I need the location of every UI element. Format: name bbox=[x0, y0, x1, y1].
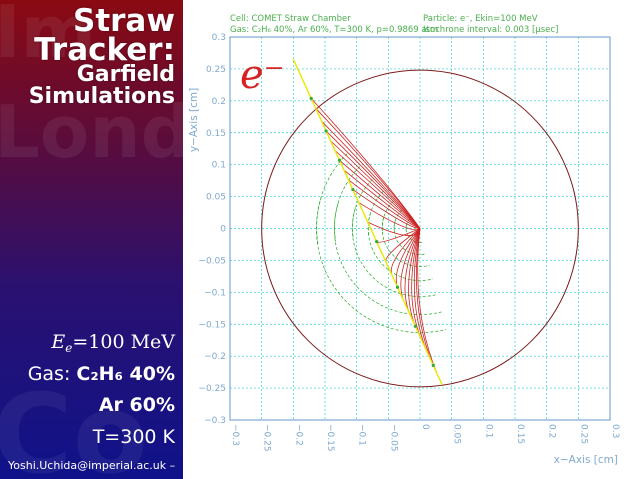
x-tick-label: −0.05 bbox=[388, 424, 398, 452]
y-tick-label: 0.05 bbox=[206, 193, 226, 203]
drift-line bbox=[408, 228, 421, 327]
electron-label: e⁻ bbox=[240, 52, 285, 98]
straw-wall-circle bbox=[261, 69, 579, 388]
y-tick-label: 0.2 bbox=[212, 97, 226, 107]
x-tick-label: 0.1 bbox=[483, 424, 493, 438]
drift-line bbox=[334, 150, 421, 229]
drift-line bbox=[352, 189, 421, 229]
gas-component-1: C₂H₆ 40% bbox=[76, 363, 175, 385]
drift-line bbox=[390, 228, 421, 275]
y-tick-label: 0.3 bbox=[212, 33, 226, 43]
temperature-label: T=300 K bbox=[92, 426, 175, 448]
x-tick-label: 0 bbox=[420, 424, 430, 430]
isochrone-arc bbox=[405, 224, 424, 243]
x-tick-label: −0.2 bbox=[293, 424, 303, 446]
cell-caption: Cell: COMET Straw Chamber bbox=[230, 14, 351, 24]
drift-line bbox=[400, 228, 421, 301]
y-tick-label: −0.15 bbox=[198, 320, 226, 330]
drift-line bbox=[315, 107, 421, 229]
particle-caption: Particle: e⁻, Ekin=100 MeV bbox=[423, 14, 538, 24]
y-tick-label: −0.25 bbox=[198, 384, 226, 394]
garfield-plot: 0.3 0.25 0.2 0.15 0.1 0.05 0 −0.05 −0.1 −0.15 −0.2… bbox=[183, 0, 640, 479]
drift-line bbox=[385, 228, 421, 262]
slide-title-line: Tracker: bbox=[34, 32, 175, 68]
drift-line bbox=[343, 169, 421, 229]
energy-value: =100 MeV bbox=[72, 331, 175, 353]
drift-line bbox=[416, 228, 434, 366]
drift-line bbox=[348, 179, 421, 229]
gas-prefix: Gas: bbox=[27, 363, 77, 385]
slide-subtitle-line: Simulations bbox=[28, 84, 175, 109]
author-email: Yoshi.Uchida@imperial.ac.uk – bbox=[8, 459, 176, 472]
energy-symbol: E bbox=[51, 331, 66, 353]
isochrone-arc bbox=[351, 207, 438, 297]
drift-line bbox=[395, 228, 421, 288]
drift-lines bbox=[310, 98, 439, 376]
x-tick-label: −0.15 bbox=[325, 424, 335, 452]
y-tick-label: −0.1 bbox=[204, 288, 226, 298]
y-tick-label: −0.3 bbox=[204, 416, 226, 426]
title-panel: Im Lond Co Straw Tracker: Garfield Simul… bbox=[0, 0, 183, 479]
cluster-point bbox=[337, 158, 342, 162]
x-tick-label: 0.3 bbox=[610, 424, 620, 438]
y-tick-label: 0 bbox=[220, 225, 226, 235]
x-tick-label: −0.25 bbox=[262, 424, 272, 452]
x-tick-label: 0.15 bbox=[515, 424, 525, 444]
cluster-point bbox=[324, 129, 328, 133]
isochrone-lines bbox=[316, 153, 447, 333]
background-watermark-word: Im bbox=[0, 0, 96, 74]
cluster-point bbox=[309, 96, 313, 101]
cluster-point bbox=[351, 187, 355, 192]
energy-subscript: e bbox=[65, 341, 73, 355]
x-tick-label: −0.1 bbox=[357, 424, 367, 446]
drift-line bbox=[339, 159, 421, 229]
drift-line bbox=[404, 228, 421, 314]
background-watermark-word: Lond bbox=[0, 90, 183, 174]
plot-frame bbox=[229, 36, 611, 421]
cluster-point bbox=[395, 285, 400, 289]
isochrone-arc bbox=[334, 166, 361, 242]
y-tick-label: 0.15 bbox=[206, 129, 226, 139]
x-tick-label: 0.2 bbox=[547, 424, 557, 438]
cluster-point bbox=[413, 324, 417, 328]
x-tick-label: 0.05 bbox=[452, 424, 462, 444]
drift-line bbox=[411, 228, 422, 340]
drift-line bbox=[413, 228, 428, 353]
electron-track bbox=[292, 59, 443, 386]
x-tick-label: −0.3 bbox=[230, 424, 240, 446]
y-tick-label: 0.1 bbox=[212, 161, 226, 171]
isochrone-arc bbox=[367, 212, 434, 281]
gas-label: Gas: C₂H₆ 40% bbox=[28, 363, 175, 385]
isochrone-caption: Isochrone interval: 0.003 [μsec] bbox=[423, 25, 558, 35]
slide-subtitle-line: Garfield bbox=[76, 62, 175, 87]
drift-line bbox=[417, 228, 439, 376]
drift-line bbox=[330, 140, 421, 229]
x-axis-label: x−Axis [cm] bbox=[554, 454, 618, 466]
isochrone-arc bbox=[381, 200, 394, 235]
slide-title-line: Straw bbox=[73, 3, 175, 39]
y-tick-label: −0.05 bbox=[198, 256, 226, 266]
cluster-points bbox=[309, 96, 435, 367]
background-watermark-word: Co bbox=[0, 370, 149, 479]
isochrone-arc bbox=[393, 220, 427, 255]
gas-component-2: Ar 60% bbox=[98, 394, 175, 416]
y-tick-label: 0.25 bbox=[206, 65, 226, 75]
cluster-point bbox=[375, 240, 379, 244]
cluster-point bbox=[431, 363, 435, 367]
isochrone-arc bbox=[381, 216, 430, 267]
energy-label: Ee=100 MeV bbox=[51, 331, 175, 355]
y-axis-label: y−Axis [cm] bbox=[188, 88, 200, 152]
gas-caption: Gas: C₂H₆ 40%, Ar 60%, T=300 K, p=0.9869… bbox=[230, 25, 438, 35]
y-tick-label: −0.2 bbox=[204, 352, 226, 362]
x-tick-label: 0.25 bbox=[578, 424, 588, 444]
tick-labels: 0.3 0.25 0.2 0.15 0.1 0.05 0 −0.05 −0.1 −0.15 −0.2… bbox=[198, 33, 620, 452]
